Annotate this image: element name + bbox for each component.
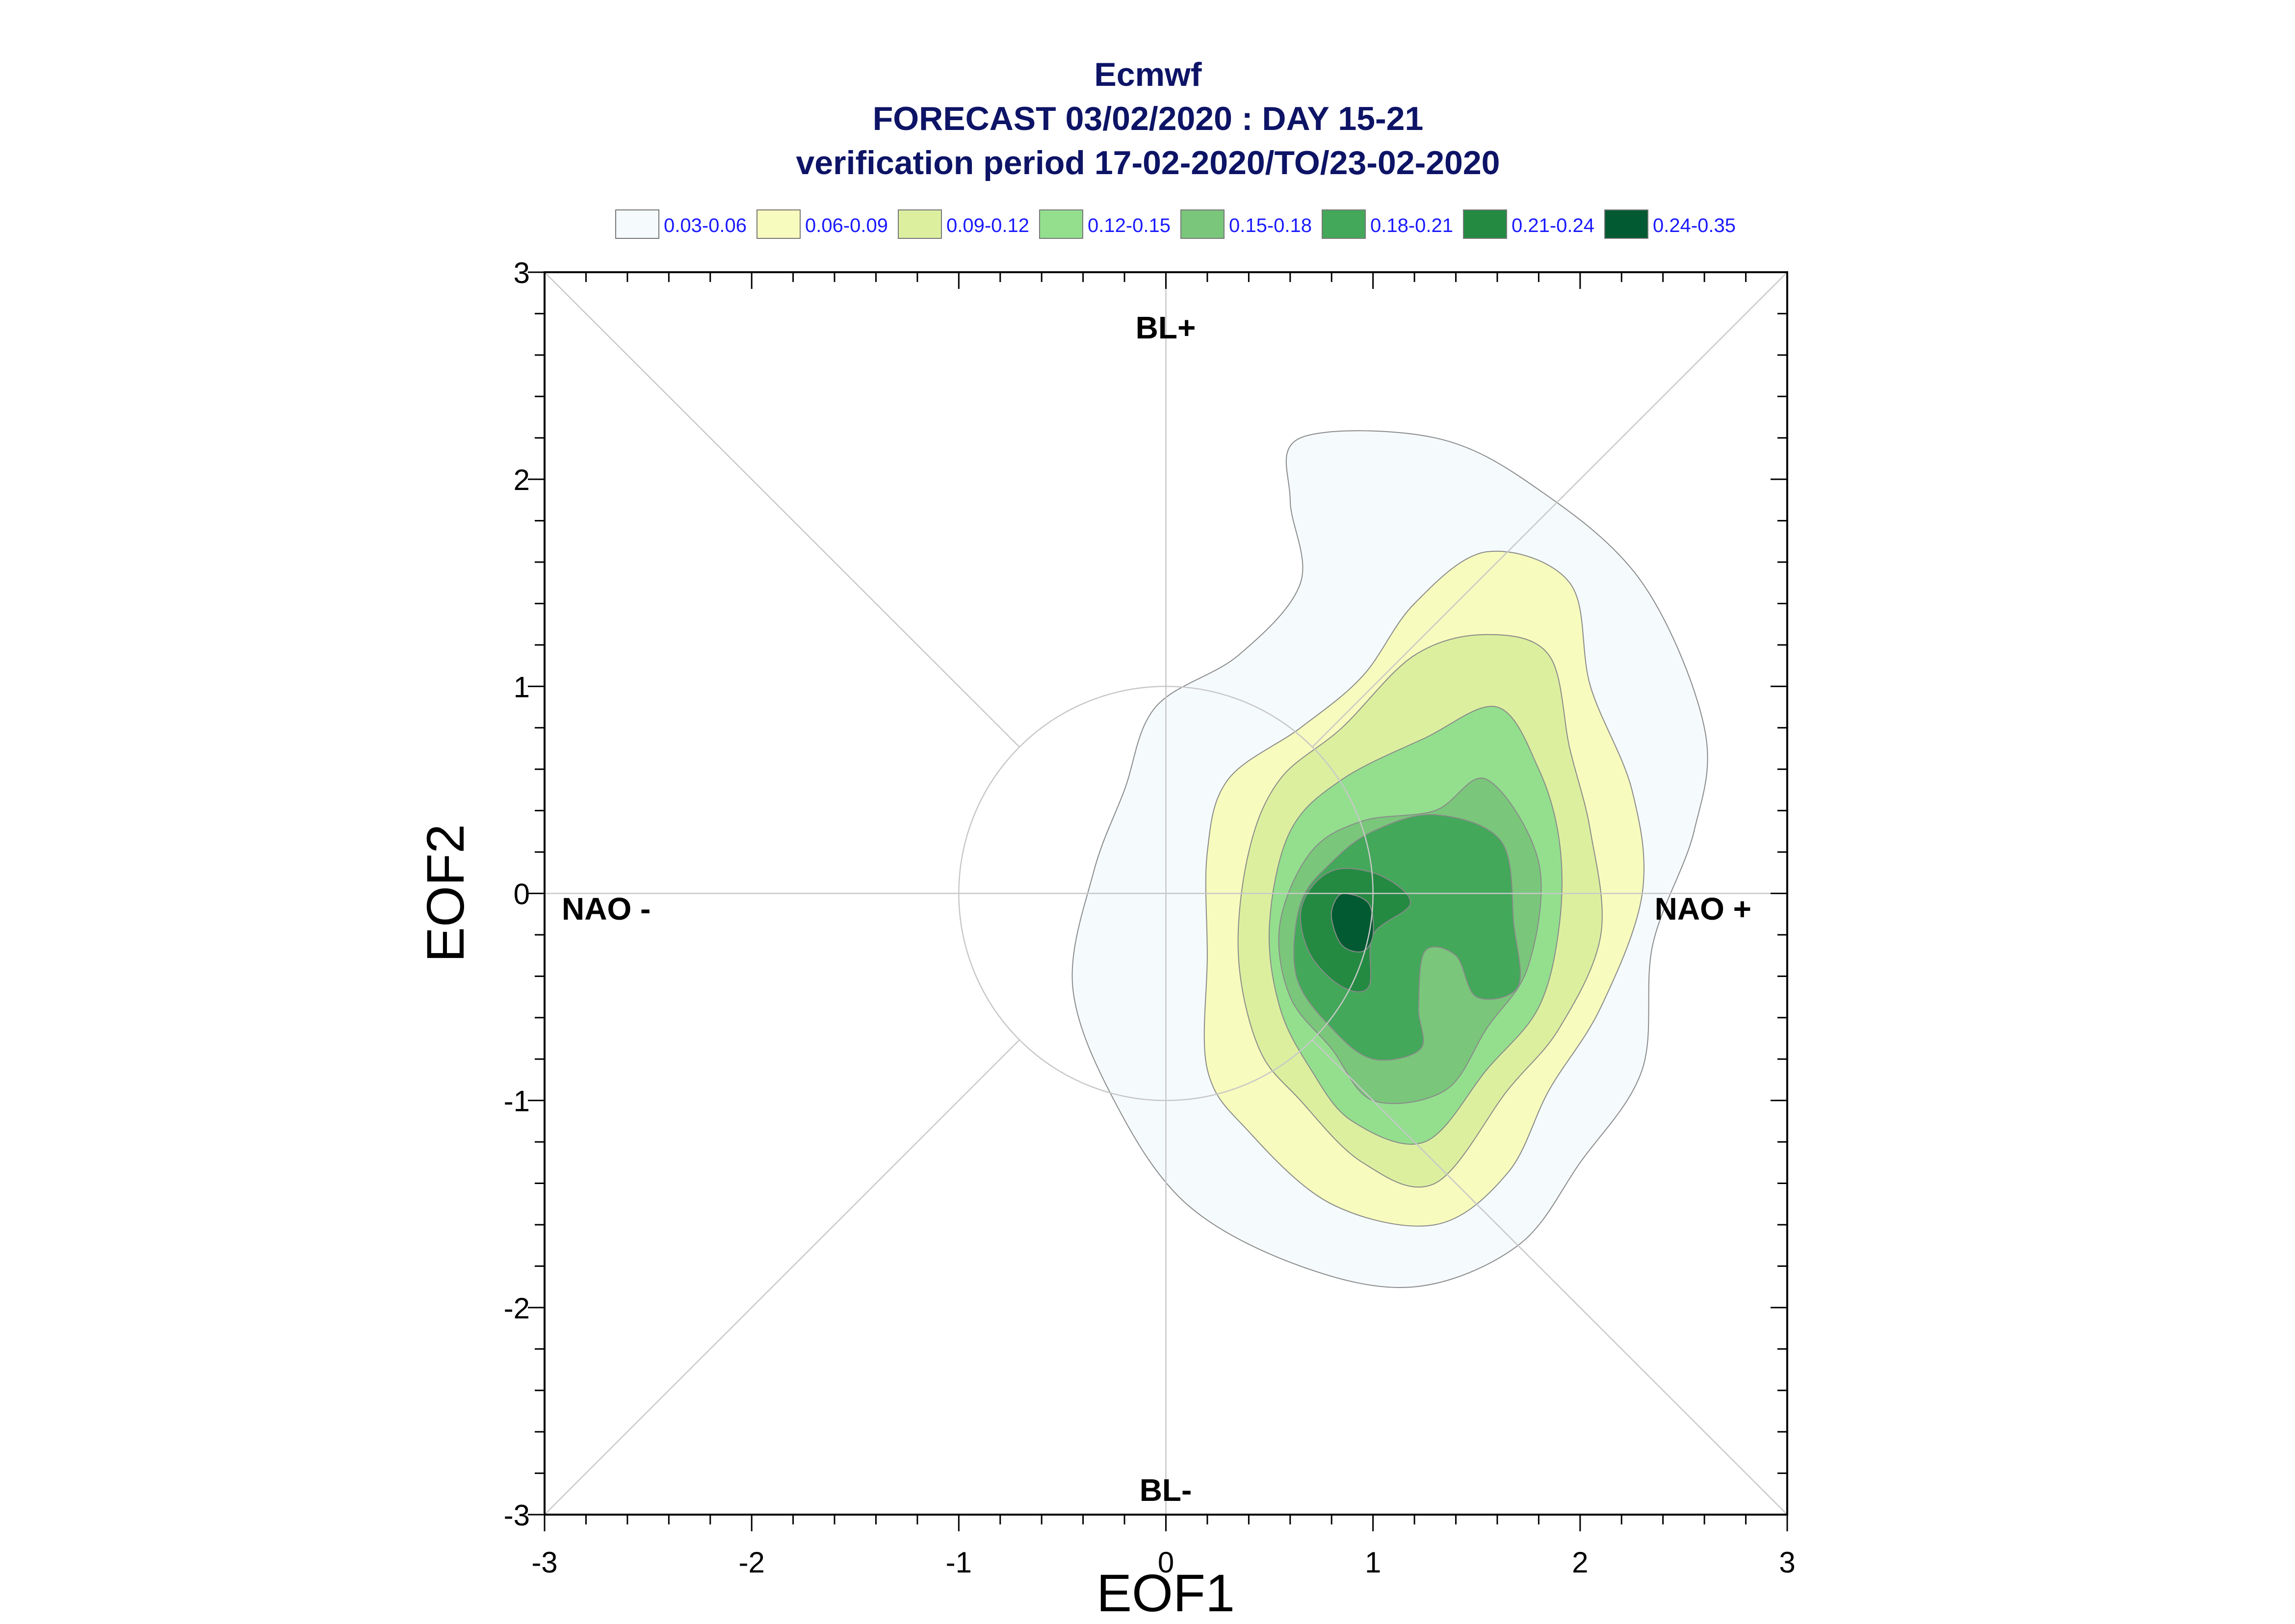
y-tick-label: -2 (504, 1292, 530, 1325)
y-tick-label: 3 (514, 257, 530, 289)
legend-swatch (898, 209, 942, 239)
y-tick-label: 2 (514, 464, 530, 496)
region-label-left: NAO - (562, 891, 651, 927)
x-tick-label: -2 (738, 1546, 764, 1579)
contour-level-7 (1330, 893, 1374, 953)
region-label-right: NAO + (1655, 891, 1751, 927)
chart-subtitle-2: verification period 17-02-2020/TO/23-02-… (796, 144, 1500, 181)
x-tick-label: 2 (1572, 1546, 1588, 1579)
contour-fills (1071, 430, 1708, 1288)
x-tick-label: -1 (946, 1546, 972, 1579)
y-tick-label: -1 (504, 1085, 530, 1118)
chart-title: Ecmwf (1094, 56, 1202, 93)
x-tick-label: 1 (1365, 1546, 1381, 1579)
legend-swatch (1604, 209, 1648, 239)
legend-label: 0.18-0.21 (1370, 215, 1453, 236)
reference-lines (544, 272, 1788, 1515)
region-label-top: BL+ (1136, 310, 1196, 345)
diagonal-line-se (1312, 1039, 1788, 1515)
legend-swatch (1322, 209, 1366, 239)
legend-label: 0.06-0.09 (805, 215, 888, 236)
legend-swatch (1180, 209, 1225, 239)
legend-swatch (1039, 209, 1083, 239)
x-tick-label: -3 (531, 1546, 557, 1579)
y-tick-label: -3 (504, 1499, 530, 1532)
legend-swatch (756, 209, 801, 239)
axis-ticks: -3 -2 -1 0 1 2 3 -3 -2 -1 0 1 2 3 (504, 257, 1796, 1579)
legend-label: 0.15-0.18 (1229, 215, 1312, 236)
legend-swatch (615, 209, 659, 239)
chart-subtitle: FORECAST 03/02/2020 : DAY 15-21 (873, 100, 1424, 137)
y-tick-label: 1 (514, 670, 530, 703)
plot-area: -3 -2 -1 0 1 2 3 -3 -2 -1 0 1 2 3 (504, 257, 1796, 1579)
diagonal-line-sw (544, 1039, 1020, 1515)
legend-label: 0.03-0.06 (664, 215, 747, 236)
x-tick-label: 0 (1158, 1546, 1174, 1579)
legend-label: 0.24-0.35 (1653, 215, 1736, 236)
legend-label: 0.12-0.15 (1088, 215, 1171, 236)
legend-swatch (1463, 209, 1507, 239)
y-axis-title: EOF2 (416, 824, 475, 962)
region-label-bottom: BL- (1140, 1472, 1192, 1508)
diagonal-line-nw (544, 272, 1020, 748)
legend: 0.03-0.06 0.06-0.09 0.09-0.12 0.12-0.15 0.15… (615, 209, 1736, 239)
x-axis-title: EOF1 (1096, 1563, 1235, 1623)
legend-label: 0.21-0.24 (1512, 215, 1594, 236)
reference-circle (958, 686, 1374, 1101)
x-tick-label: 3 (1779, 1546, 1795, 1579)
diagonal-line-ne (1312, 272, 1788, 748)
legend-label: 0.09-0.12 (946, 215, 1029, 236)
y-tick-label: 0 (514, 878, 530, 911)
